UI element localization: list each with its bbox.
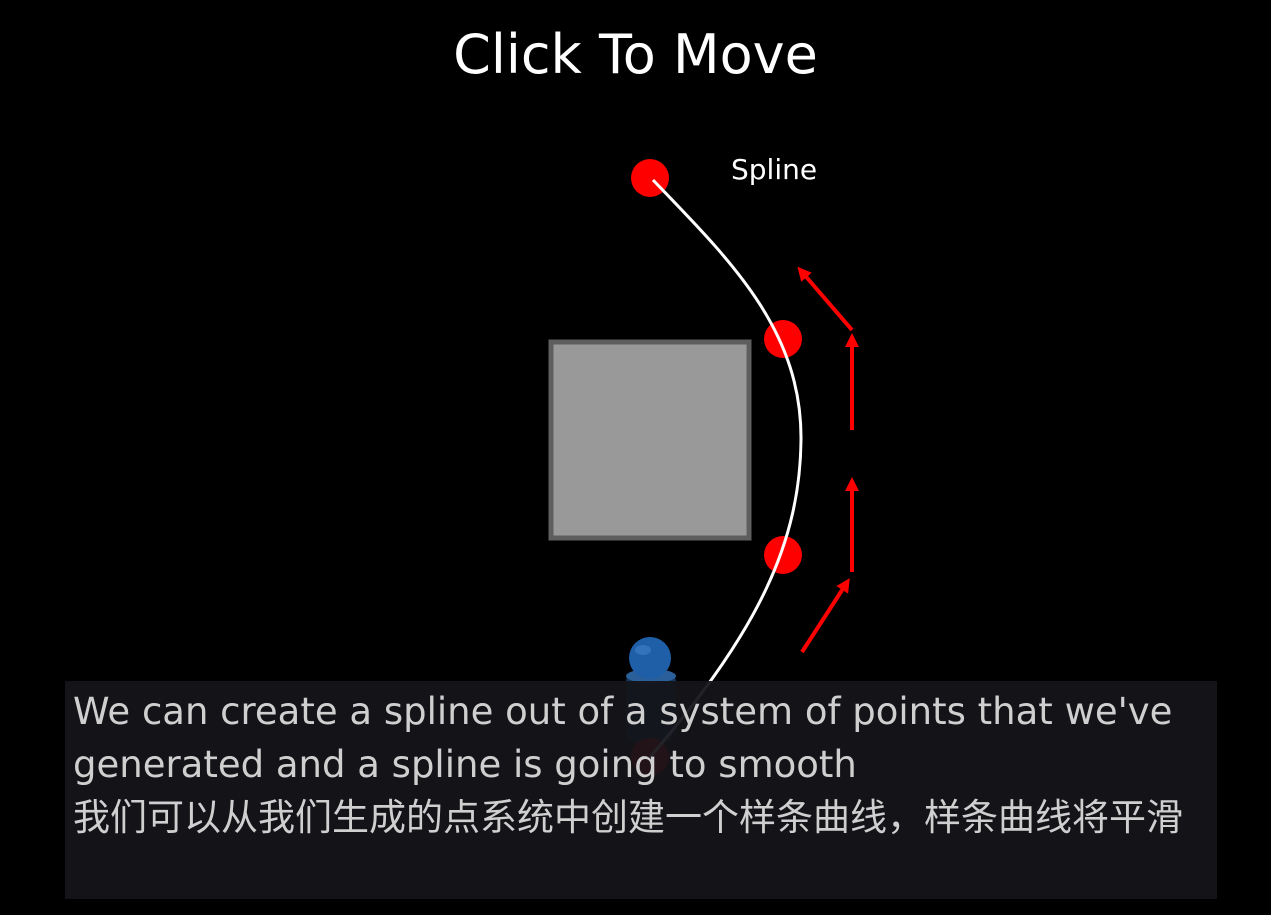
direction-arrow	[800, 578, 850, 654]
subtitle-chinese: 我们可以从我们生成的点系统中创建一个样条曲线，样条曲线将平滑	[73, 796, 1183, 839]
obstacle-box	[548, 339, 752, 541]
spline-label: Spline	[731, 153, 817, 186]
spline-curve	[648, 178, 803, 758]
subtitle-box: We can create a spline out of a system o…	[65, 681, 1217, 899]
subtitle-english: We can create a spline out of a system o…	[73, 690, 1185, 786]
page-title: Click To Move	[453, 23, 818, 86]
direction-arrow	[797, 266, 854, 332]
waypoint	[764, 536, 802, 574]
